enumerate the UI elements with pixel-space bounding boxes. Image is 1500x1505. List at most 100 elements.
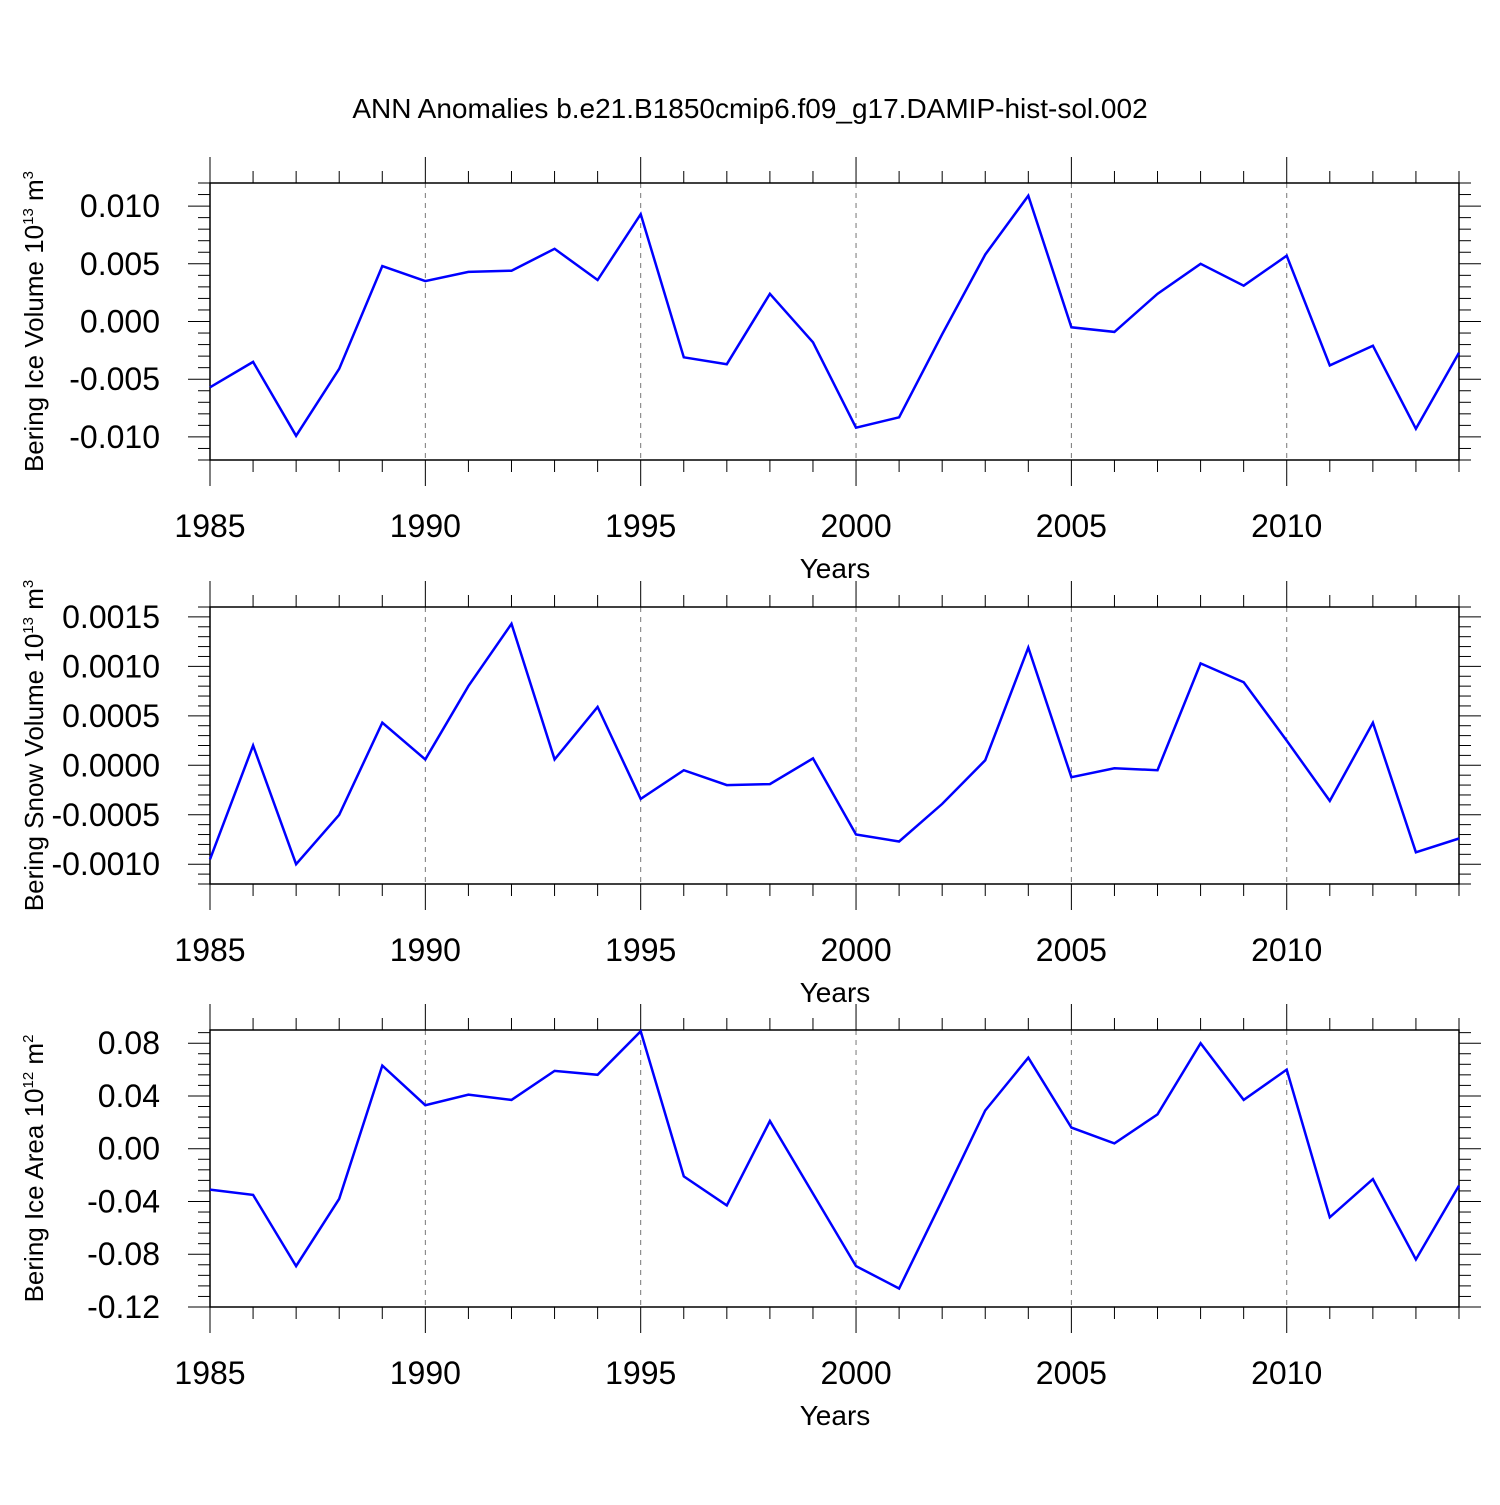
series-line: [209, 192, 1461, 439]
data-point: [941, 802, 944, 805]
series-line: [208, 620, 1460, 867]
data-point: [1070, 1126, 1073, 1129]
x-tick-label: 1990: [390, 1355, 461, 1391]
x-tick-label: 1995: [605, 508, 676, 544]
series-line: [209, 1028, 1461, 1291]
y-tick-label: 0.0010: [62, 648, 160, 684]
data-point: [209, 1188, 212, 1191]
data-point: [682, 1175, 685, 1178]
data-point: [1113, 1142, 1116, 1145]
x-tick-label: 2000: [820, 1355, 891, 1391]
y-tick-label: -0.08: [87, 1236, 160, 1272]
data-point: [1285, 1068, 1288, 1071]
data-point: [338, 1197, 341, 1200]
x-tick-label: 1990: [390, 508, 461, 544]
y-axis-title: Bering Snow Volume 1013 m3: [19, 580, 49, 911]
x-tick-label: 1995: [605, 1355, 676, 1391]
data-point: [424, 1104, 427, 1107]
y-tick-label: 0.0000: [62, 747, 160, 783]
data-point: [725, 1204, 728, 1207]
y-tick-label: 0.005: [80, 246, 160, 282]
data-point: [510, 1098, 513, 1101]
y-tick-label: 0.000: [80, 304, 160, 340]
data-point: [984, 1109, 987, 1112]
data-point: [984, 759, 987, 762]
data-point: [639, 797, 642, 800]
data-point: [1414, 851, 1417, 854]
data-point: [1242, 1098, 1245, 1101]
y-tick-label: 0.04: [98, 1078, 160, 1114]
data-point: [1414, 1258, 1417, 1261]
data-point: [252, 1193, 255, 1196]
plot-frame: [209, 606, 1460, 885]
data-point: [1371, 721, 1374, 724]
x-tick-label: 1990: [390, 932, 461, 968]
data-point: [1113, 330, 1116, 333]
data-point: [1328, 364, 1331, 367]
x-axis-title: Years: [800, 1400, 871, 1431]
data-point: [811, 341, 814, 344]
data-point: [1328, 1216, 1331, 1219]
data-point: [898, 840, 901, 843]
data-point: [510, 269, 513, 272]
x-tick-label: 2010: [1251, 508, 1322, 544]
data-point: [682, 769, 685, 772]
data-point: [467, 1093, 470, 1096]
data-point: [1458, 351, 1461, 354]
data-point: [1070, 776, 1073, 779]
data-point: [1328, 799, 1331, 802]
data-point: [768, 1120, 771, 1123]
data-point: [725, 363, 728, 366]
y-tick-label: -0.12: [87, 1289, 160, 1325]
panel-3: 1985 1990 1995 2000 2005 2010 -0.12 -0.08 -0.04 0…: [19, 1004, 1481, 1431]
data-point: [984, 253, 987, 256]
panel-2: 1985 1990 1995 2000 2005 2010 -0.0010 -0.0005 0.…: [19, 580, 1481, 1008]
y-tick-label: 0.00: [98, 1131, 160, 1167]
panel-1: 1985 1990 1995 2000 2005 2010 -0.010 -0.005 0.00…: [19, 157, 1481, 584]
x-tick-label: 2000: [820, 508, 891, 544]
y-tick-label: -0.04: [87, 1183, 160, 1219]
x-tick-label: 2000: [820, 932, 891, 968]
data-point: [768, 292, 771, 295]
x-tick-label: 1985: [174, 1355, 245, 1391]
data-point: [811, 757, 814, 760]
data-point: [381, 721, 384, 724]
data-point: [209, 386, 212, 389]
x-tick-label: 2010: [1251, 932, 1322, 968]
chart-title: ANN Anomalies b.e21.B1850cmip6.f09_g17.D…: [352, 93, 1147, 124]
data-point: [898, 416, 901, 419]
data-point: [639, 213, 642, 216]
data-point: [1027, 194, 1030, 197]
data-point: [855, 833, 858, 836]
data-point: [381, 1064, 384, 1067]
data-point: [338, 367, 341, 370]
data-point: [1371, 1178, 1374, 1181]
data-point: [295, 1265, 298, 1268]
data-point: [467, 270, 470, 273]
data-point: [295, 863, 298, 866]
data-point: [1199, 1042, 1202, 1045]
x-tick-label: 1995: [605, 932, 676, 968]
data-point: [1156, 769, 1159, 772]
data-point: [1285, 254, 1288, 257]
data-point: [1113, 767, 1116, 770]
data-point: [639, 1030, 642, 1033]
data-point: [1285, 739, 1288, 742]
data-point: [768, 783, 771, 786]
y-tick-label: 0.010: [80, 188, 160, 224]
data-point: [1242, 284, 1245, 287]
data-point: [252, 360, 255, 363]
y-tick-label: 0.0015: [62, 599, 160, 635]
data-point: [1156, 292, 1159, 295]
data-point: [338, 813, 341, 816]
data-point: [1199, 662, 1202, 665]
data-point: [424, 280, 427, 283]
data-point: [596, 1073, 599, 1076]
y-axis-title: Bering Ice Volume 1013 m3: [19, 171, 49, 472]
data-point: [941, 333, 944, 336]
x-tick-label: 1985: [174, 932, 245, 968]
data-point: [855, 1265, 858, 1268]
x-tick-label: 2005: [1036, 1355, 1107, 1391]
data-point: [1414, 427, 1417, 430]
